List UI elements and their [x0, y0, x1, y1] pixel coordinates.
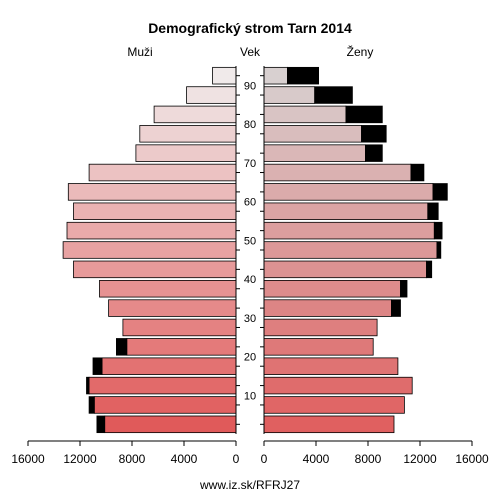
women-excess-bar-50-54: [433, 221, 443, 240]
men-bar-75-79: [139, 125, 237, 143]
men-excess-bar-20-24: [116, 338, 128, 356]
men-x-tick-label: 0: [233, 452, 240, 466]
women-bar-65-69: [263, 163, 412, 182]
men-bar-45-49: [62, 241, 237, 259]
age-label-40: 40: [244, 274, 256, 286]
men-bar-35-39: [99, 280, 237, 298]
women-excess-bar-55-59: [427, 202, 439, 220]
axes-group: 10 20 30 40 50 60 70 80 90 16000 12000 8000 4000 0 0 40…: [11, 66, 489, 466]
women-x-tick-label: 12000: [403, 452, 437, 466]
women-bar-10-14: [263, 376, 413, 395]
women-bar-20-24: [263, 338, 374, 356]
men-bar-60-64: [67, 183, 237, 201]
bars-group: [62, 66, 448, 434]
women-excess-bar-80-84: [345, 105, 383, 124]
men-x-tick-label: 12000: [63, 452, 97, 466]
women-bar-35-39: [263, 280, 401, 298]
women-excess-bar-35-39: [400, 280, 408, 298]
women-excess-bar-90+: [286, 66, 319, 85]
women-bar-50-54: [263, 221, 435, 240]
men-bar-25-29: [122, 318, 237, 337]
chart-title: Demografický strom Tarn 2014: [148, 20, 352, 36]
footer-url: www.iz.sk/RFRJ27: [199, 478, 300, 492]
women-bar-40-44: [263, 260, 427, 279]
women-bar-80-84: [263, 105, 347, 124]
age-label-90: 90: [244, 80, 256, 92]
age-axis-label: Vek: [240, 45, 261, 59]
women-bar-85-89: [263, 86, 316, 104]
women-bar-45-49: [263, 241, 438, 259]
women-excess-bar-30-34: [390, 299, 401, 317]
men-bar-85-89: [186, 86, 237, 104]
women-label: Ženy: [347, 44, 374, 59]
women-excess-bar-75-79: [361, 125, 387, 143]
women-excess-bar-65-69: [410, 163, 425, 182]
women-bar-30-34: [263, 299, 392, 317]
men-bar-80-84: [153, 105, 237, 124]
women-excess-bar-85-89: [314, 86, 353, 104]
women-excess-bar-70-74: [364, 144, 383, 162]
women-x-tick-label: 4000: [303, 452, 330, 466]
women-bar-90+: [263, 66, 288, 85]
women-x-tick-label: 0: [261, 452, 268, 466]
women-excess-bar-40-44: [426, 260, 433, 279]
men-bar-90+: [212, 66, 237, 85]
women-bar-5-9: [263, 396, 405, 414]
women-excess-bar-60-64: [432, 183, 448, 201]
age-label-20: 20: [244, 352, 256, 364]
men-x-tick-label: 4000: [171, 452, 198, 466]
men-x-tick-label: 16000: [11, 452, 45, 466]
men-x-tick-label: 8000: [119, 452, 146, 466]
women-bar-60-64: [263, 183, 434, 201]
men-label: Muži: [127, 45, 152, 59]
women-bar-0-4: [263, 415, 395, 434]
women-x-tick-label: 8000: [355, 452, 382, 466]
age-label-10: 10: [244, 390, 256, 402]
women-bar-70-74: [263, 144, 366, 162]
men-excess-bar-0-4: [96, 415, 106, 434]
age-label-30: 30: [244, 313, 256, 325]
men-bar-10-14: [88, 376, 237, 395]
men-bar-50-54: [66, 221, 237, 240]
men-excess-bar-5-9: [88, 396, 95, 414]
men-bar-20-24: [126, 338, 237, 356]
women-bar-25-29: [263, 318, 378, 337]
men-excess-bar-10-14: [86, 376, 90, 395]
age-label-80: 80: [244, 119, 256, 131]
men-bar-55-59: [73, 202, 237, 220]
men-bar-65-69: [88, 163, 237, 182]
men-bar-0-4: [104, 415, 237, 434]
men-excess-bar-15-19: [92, 357, 103, 375]
women-bar-75-79: [263, 125, 362, 143]
age-label-60: 60: [244, 197, 256, 209]
women-excess-bar-45-49: [436, 241, 442, 259]
women-x-tick-label: 16000: [455, 452, 489, 466]
men-bar-70-74: [135, 144, 237, 162]
men-bar-40-44: [73, 260, 237, 279]
age-label-50: 50: [244, 235, 256, 247]
men-bar-5-9: [93, 396, 237, 414]
women-bar-55-59: [263, 202, 429, 220]
women-bar-15-19: [263, 357, 399, 375]
age-label-70: 70: [244, 158, 256, 170]
men-bar-30-34: [108, 299, 237, 317]
men-bar-15-19: [101, 357, 237, 375]
